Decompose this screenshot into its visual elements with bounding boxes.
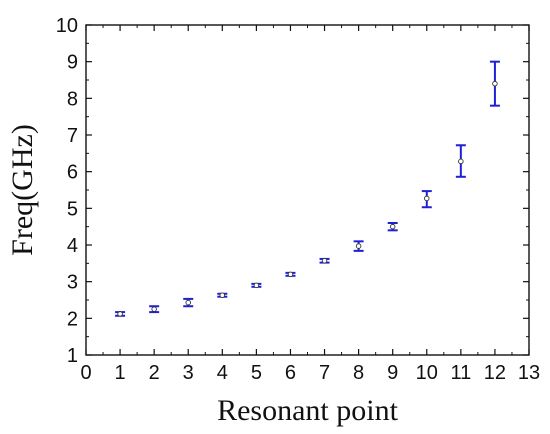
x-tick-label: 1 <box>115 362 126 384</box>
y-tick-label: 7 <box>67 125 78 147</box>
data-point <box>458 158 464 165</box>
y-tick-label: 8 <box>67 88 78 110</box>
x-tick-label: 0 <box>80 362 91 384</box>
y-ticks-group: 1 2 3 4 5 6 7 8 9 10 <box>56 15 529 367</box>
x-tick-label: 4 <box>217 362 228 384</box>
x-tick-label: 11 <box>450 362 471 384</box>
data-point <box>219 292 226 298</box>
x-tick-label: 5 <box>251 362 262 384</box>
series-group <box>115 60 500 317</box>
y-axis-title: Freq(GHz) <box>6 124 39 256</box>
y-tick-label: 3 <box>67 272 78 294</box>
data-point <box>321 258 328 264</box>
y-tick-label: 4 <box>67 235 78 257</box>
x-ticks-group: 0 1 2 3 4 5 6 7 8 9 10 11 12 13 <box>80 25 540 384</box>
data-point <box>492 80 498 87</box>
data-point <box>185 299 191 306</box>
x-axis-title: Resonant point <box>217 394 398 427</box>
data-point <box>117 311 123 317</box>
data-point <box>287 271 294 278</box>
x-tick-label: 7 <box>319 362 330 384</box>
data-point <box>253 282 260 289</box>
x-tick-label: 6 <box>285 362 296 384</box>
x-tick-label: 8 <box>353 362 364 384</box>
x-tick-label: 12 <box>484 362 506 384</box>
x-tick-label: 2 <box>149 362 160 384</box>
x-tick-label: 3 <box>183 362 194 384</box>
x-tick-label: 10 <box>416 362 438 384</box>
data-point <box>389 223 396 230</box>
y-tick-label: 2 <box>67 308 78 330</box>
data-point <box>355 243 362 249</box>
y-tick-label: 6 <box>67 162 78 184</box>
y-tick-label: 1 <box>67 345 78 367</box>
x-tick-label: 13 <box>518 362 540 384</box>
data-point <box>424 195 430 202</box>
y-tick-label: 5 <box>67 198 78 220</box>
x-tick-label: 9 <box>387 362 398 384</box>
y-tick-label: 9 <box>67 52 78 74</box>
y-tick-label: 10 <box>56 15 78 37</box>
data-point <box>151 306 157 312</box>
